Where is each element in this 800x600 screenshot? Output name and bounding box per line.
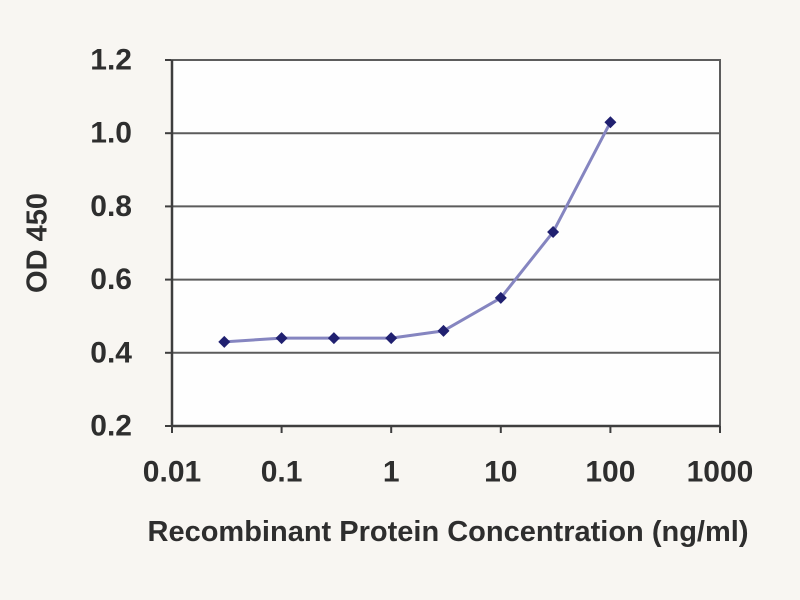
y-tick-label: 1.0 xyxy=(90,117,132,150)
series-line xyxy=(224,121,612,344)
y-tick-label: 0.8 xyxy=(90,190,132,223)
y-axis-title: OD 450 xyxy=(21,193,54,293)
x-tick-label: 100 xyxy=(585,456,635,489)
plot-area xyxy=(172,60,720,426)
x-tick-label: 1 xyxy=(383,456,400,489)
x-tick-label: 0.1 xyxy=(261,456,303,489)
y-tick-label: 0.2 xyxy=(90,410,132,443)
y-tick-label: 1.2 xyxy=(90,44,132,77)
data-point xyxy=(218,335,231,348)
data-point xyxy=(385,332,398,345)
x-axis-title: Recombinant Protein Concentration (ng/ml… xyxy=(147,516,749,548)
x-tick-label: 10 xyxy=(484,456,517,489)
data-point xyxy=(275,332,288,345)
data-point xyxy=(437,324,450,337)
y-tick-label: 0.6 xyxy=(90,263,132,296)
data-point xyxy=(494,291,507,304)
data-point xyxy=(604,116,617,129)
x-tick-label: 1000 xyxy=(687,456,754,489)
x-tick-label: 0.01 xyxy=(143,456,201,489)
y-tick-label: 0.4 xyxy=(90,336,132,369)
data-point xyxy=(327,332,340,345)
data-point xyxy=(547,226,560,239)
